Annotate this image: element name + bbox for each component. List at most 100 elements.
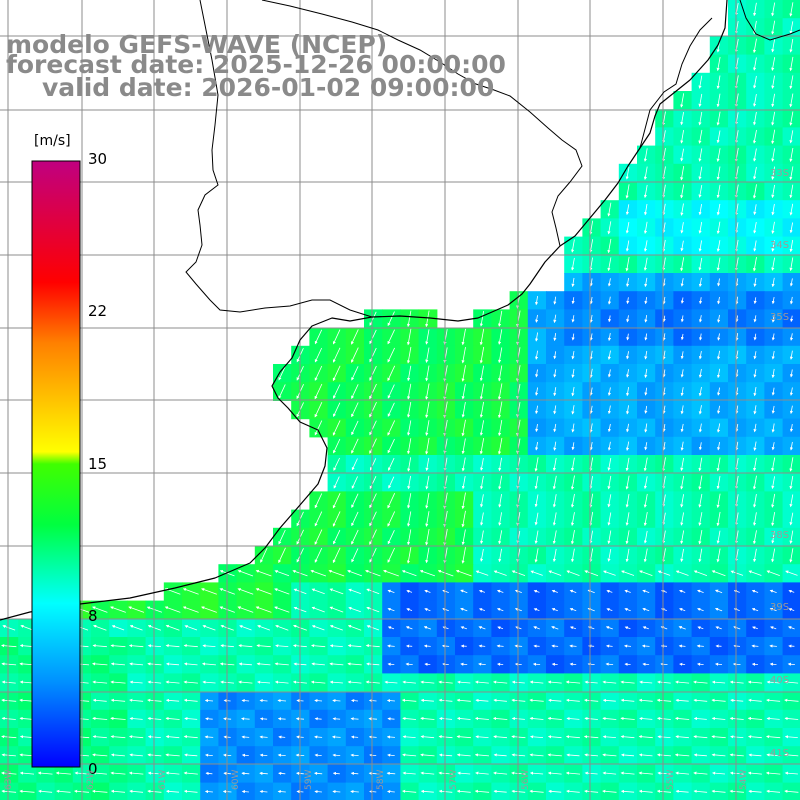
wind-arrow bbox=[789, 203, 794, 216]
wind-arrow bbox=[752, 257, 757, 272]
wind-arrow bbox=[753, 548, 757, 563]
wind-arrow bbox=[771, 203, 775, 216]
wind-arrow bbox=[571, 405, 575, 415]
wind-arrow bbox=[698, 423, 702, 433]
wind-arrow bbox=[553, 369, 557, 378]
wind-arrow bbox=[607, 278, 612, 287]
wind-arrow bbox=[407, 383, 412, 400]
wind-arrow bbox=[552, 548, 557, 563]
wind-arrow bbox=[553, 296, 557, 305]
wind-arrow bbox=[369, 548, 377, 563]
wind-arrow bbox=[425, 437, 430, 455]
wind-arrow bbox=[571, 277, 575, 288]
wind-arrow bbox=[314, 402, 323, 418]
wind-arrow bbox=[644, 423, 648, 433]
wind-arrow bbox=[717, 405, 721, 414]
wind-arrow bbox=[698, 185, 703, 198]
wind-arrow bbox=[407, 529, 412, 546]
wind-arrow bbox=[589, 296, 593, 305]
wind-arrow bbox=[332, 511, 341, 527]
wind-arrow bbox=[387, 420, 396, 436]
wind-arrow bbox=[771, 2, 776, 17]
wind-arrow bbox=[680, 405, 684, 415]
wind-arrow bbox=[332, 347, 341, 363]
wind-arrow bbox=[662, 257, 666, 272]
lon-label-62w: 62W bbox=[86, 769, 96, 790]
wind-arrow bbox=[406, 547, 412, 564]
wind-arrow bbox=[369, 420, 377, 436]
wind-arrow bbox=[680, 512, 684, 526]
wind-arrow bbox=[351, 366, 359, 381]
wind-arrow bbox=[387, 511, 396, 527]
wind-arrow bbox=[461, 402, 466, 418]
wind-arrow bbox=[716, 166, 721, 181]
wind-arrow bbox=[716, 75, 721, 90]
wind-arrow bbox=[589, 405, 593, 414]
wind-arrow bbox=[388, 476, 395, 489]
field-cell bbox=[618, 782, 638, 800]
wind-arrow bbox=[425, 475, 430, 490]
wind-arrow bbox=[625, 475, 630, 490]
wind-arrow bbox=[771, 20, 776, 35]
field-cell bbox=[327, 782, 347, 800]
wind-arrow bbox=[351, 329, 359, 345]
wind-arrow bbox=[535, 314, 539, 323]
wind-arrow bbox=[735, 315, 739, 323]
wind-arrow bbox=[680, 257, 685, 272]
wind-arrow bbox=[425, 310, 430, 328]
wind-arrow bbox=[498, 329, 503, 345]
wind-arrow bbox=[387, 384, 395, 399]
wind-arrow bbox=[662, 184, 666, 199]
wind-arrow bbox=[680, 530, 685, 545]
wind-arrow bbox=[680, 351, 684, 360]
wind-arrow bbox=[461, 347, 466, 364]
wind-arrow bbox=[680, 166, 685, 181]
wind-arrow bbox=[498, 365, 503, 382]
wind-arrow bbox=[314, 493, 323, 509]
wind-arrow bbox=[498, 494, 502, 508]
wind-arrow bbox=[680, 457, 684, 472]
lat-label-40s: 40S bbox=[770, 675, 790, 686]
wind-arrow bbox=[407, 401, 412, 418]
wind-arrow bbox=[698, 277, 702, 288]
wind-arrow bbox=[570, 493, 575, 508]
wind-arrow bbox=[771, 368, 775, 379]
wind-arrow bbox=[643, 240, 648, 252]
wind-arrow bbox=[314, 547, 323, 563]
wind-arrow bbox=[332, 547, 341, 564]
wind-arrow bbox=[771, 257, 775, 271]
wind-arrow bbox=[680, 494, 684, 508]
wind-arrow bbox=[626, 351, 630, 360]
wind-arrow bbox=[626, 277, 630, 287]
wind-arrow bbox=[461, 328, 466, 346]
wind-arrow bbox=[698, 493, 703, 508]
wind-arrow bbox=[351, 420, 359, 436]
wind-arrow bbox=[425, 529, 430, 546]
colorbar-tick-8: 8 bbox=[88, 607, 98, 625]
wind-arrow bbox=[535, 387, 539, 396]
wind-arrow bbox=[662, 315, 666, 323]
wind-arrow bbox=[717, 442, 721, 451]
wind-arrow bbox=[461, 510, 466, 528]
wind-arrow bbox=[589, 387, 593, 396]
lat-label-35s: 35S bbox=[770, 312, 790, 323]
wind-arrow bbox=[789, 530, 794, 544]
wind-arrow bbox=[789, 424, 794, 433]
field-cell bbox=[418, 782, 438, 800]
wind-arrow bbox=[589, 548, 594, 563]
wind-arrow bbox=[771, 350, 775, 360]
wind-arrow bbox=[333, 476, 340, 489]
wind-arrow bbox=[789, 166, 794, 181]
wind-arrow bbox=[425, 347, 430, 363]
wind-arrow bbox=[626, 405, 630, 415]
wind-arrow bbox=[771, 476, 775, 490]
wind-arrow bbox=[498, 530, 503, 545]
wind-arrow bbox=[625, 204, 630, 216]
wind-arrow bbox=[535, 332, 539, 342]
wind-arrow bbox=[643, 548, 648, 563]
wind-arrow bbox=[698, 148, 703, 162]
wind-arrow bbox=[662, 424, 666, 433]
wind-arrow bbox=[425, 511, 430, 527]
wind-arrow bbox=[716, 221, 721, 235]
lat-label-33s: 33S bbox=[770, 168, 790, 179]
